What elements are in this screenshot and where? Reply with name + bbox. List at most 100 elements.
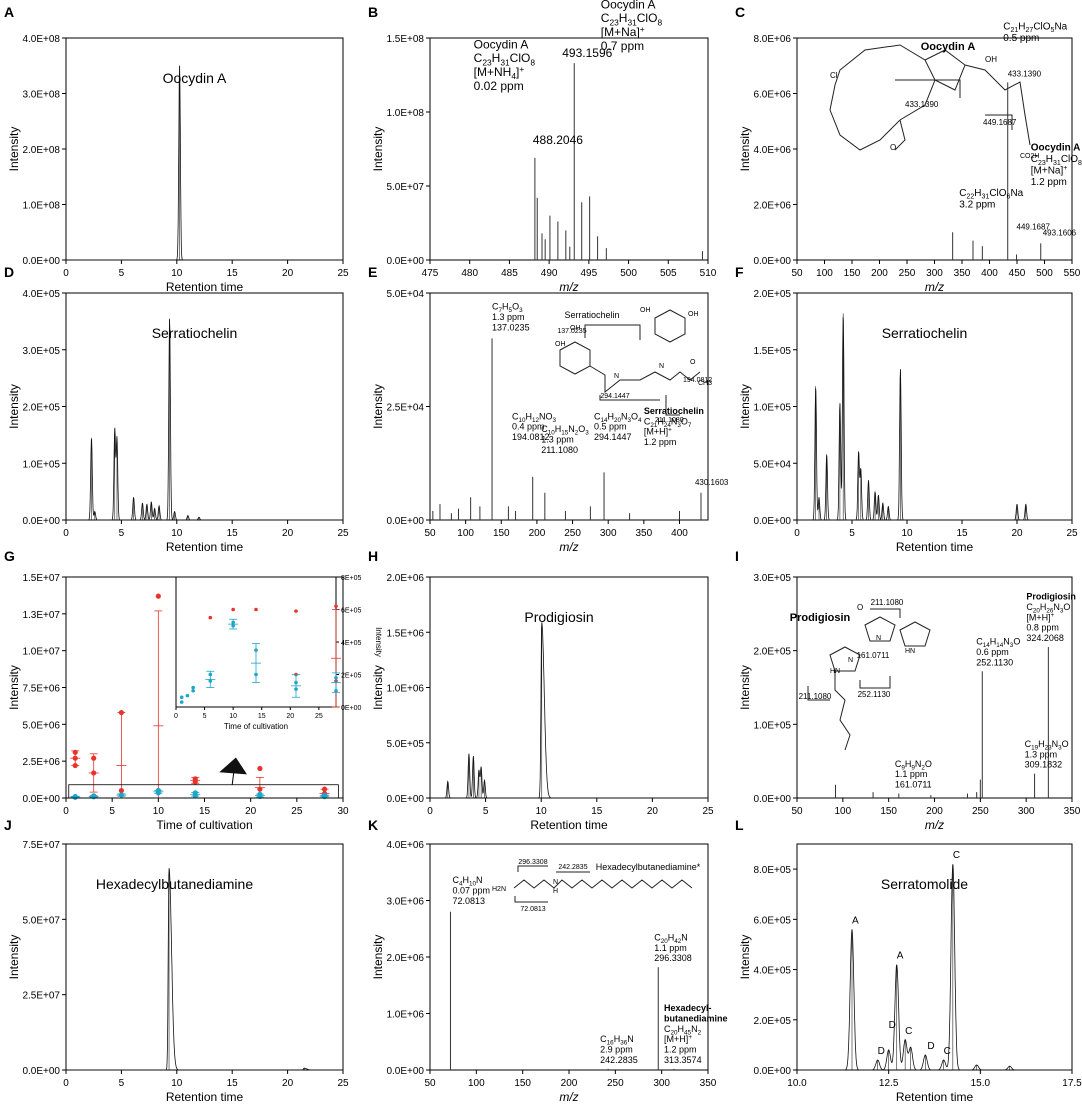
x-tick-label: 200 (529, 528, 546, 539)
y-tick-label: 2.0E+05 (753, 289, 791, 300)
annotation-label: C20H45N2 (664, 1024, 702, 1037)
annotation-label: C10H15N2O3 (541, 424, 589, 437)
x-tick-label: 100 (468, 1078, 485, 1089)
y-tick-label: 0.0E+00 (22, 1066, 60, 1077)
x-tick-label: 100 (834, 806, 851, 817)
inset-y-axis-label: Intensity (374, 627, 383, 657)
annotation-label: C (944, 1046, 951, 1057)
annotation-label: 2.9 ppm (600, 1045, 633, 1055)
atom-label: N (876, 635, 881, 642)
annotation-label: C20H26N3O (1026, 602, 1070, 615)
x-tick-label: 15.0 (971, 1078, 991, 1089)
data-point (155, 593, 161, 599)
x-tick-label: 10 (171, 268, 183, 279)
annotation-label: [M+NH4]+ (474, 64, 525, 81)
annotation-label: [M+H]+ (664, 1034, 692, 1044)
data-point (334, 604, 338, 609)
inset-x-tick-label: 25 (315, 713, 323, 720)
prodigiosin-structure: Prodigiosin 211.1080 161.0711 211.1080 252.1… (790, 598, 931, 751)
annotation-label: C (953, 850, 960, 861)
x-axis-label: Time of cultivation (156, 818, 252, 832)
x-tick-label: 15 (227, 528, 239, 539)
inset-x-axis-label: Time of cultivation (224, 722, 288, 731)
annotation-label: [M+Na]+ (1031, 165, 1068, 177)
catechol-ring-2 (654, 309, 686, 343)
panel-letter: D (4, 264, 14, 280)
x-tick-label: 300 (1018, 806, 1035, 817)
data-point (257, 786, 263, 792)
data-point (72, 794, 78, 800)
annotation-label: 0.07 ppm (452, 885, 490, 895)
x-tick-label: 500 (1036, 268, 1053, 279)
x-tick-label: 490 (541, 268, 558, 279)
x-tick-label: 200 (926, 806, 943, 817)
chart-title: Hexadecylbutanediamine (96, 876, 253, 892)
x-tick-label: 350 (636, 528, 653, 539)
annotation-label: 294.1447 (594, 432, 632, 442)
chart-title: Serratiochelin (152, 325, 238, 341)
y-axis-label: Intensity (371, 935, 385, 980)
annotation-label: Oocydin A (474, 37, 529, 51)
inset: 0 5 10 15 20 25 0E+00 2E+05 4E+05 6E+05 8E+05 Time … (174, 575, 383, 731)
inset-y-tick-label: 8E+05 (341, 575, 362, 582)
y-tick-label: 2.0E+05 (22, 403, 60, 414)
x-tick-label: 10 (171, 528, 183, 539)
pyrrole-ring-3 (829, 646, 861, 672)
x-tick-label: 300 (653, 1078, 670, 1089)
panel-j: J 0 5 10 15 20 25 0.0E+00 2.5E+07 5.0E+07 7.5E+07 R… (4, 817, 349, 1104)
y-axis-label: Intensity (7, 127, 21, 172)
panel-letter: K (368, 817, 378, 833)
x-tick-label: 5 (119, 528, 125, 539)
x-tick-label: 50 (791, 268, 803, 279)
y-tick-label: 1.5E+05 (753, 346, 791, 357)
y-tick-label: 1.0E+05 (753, 720, 791, 731)
side-chain (964, 64, 1031, 146)
atom-label: N (659, 363, 664, 370)
annotation-label: C21H27ClO5Na (1003, 21, 1067, 34)
x-tick-label: 25 (337, 268, 349, 279)
atom-label: HN (830, 668, 840, 675)
annotation-label: 252.1130 (976, 657, 1013, 667)
annotation-label: Oocydin A (1031, 143, 1081, 154)
y-tick-label: 2.5E+07 (22, 991, 60, 1002)
y-axis-label: Intensity (738, 935, 752, 980)
data-point (72, 749, 78, 755)
x-tick-label: 20 (282, 528, 294, 539)
panel-letter: J (4, 817, 12, 833)
x-tick-label: 5 (483, 806, 489, 817)
data-point (192, 793, 198, 799)
x-tick-label: 350 (954, 268, 971, 279)
fragment-bracket (584, 324, 641, 340)
y-tick-label: 1.0E+05 (22, 459, 60, 470)
x-tick-label: 20 (647, 806, 659, 817)
x-tick-label: 150 (844, 268, 861, 279)
annotation-label: 1.3 ppm (492, 312, 525, 322)
annotation-label: 72.0813 (452, 896, 485, 906)
x-tick-label: 250 (899, 268, 916, 279)
fragment-label: 137.0235 (557, 328, 586, 335)
panel-e: E 50 100 150 200 250 300 350 400 0.0E+00 2.5E+04 5.… (368, 264, 729, 554)
x-tick-label: 505 (660, 268, 677, 279)
annotation-label: 0.02 ppm (474, 79, 524, 93)
annotation-label: C9H9N2O (895, 759, 932, 772)
trace-line (66, 319, 343, 521)
x-axis-label: Retention time (166, 280, 244, 294)
linker-chain (589, 365, 701, 394)
macrocycle-ring (829, 44, 936, 151)
fragment-bracket (599, 395, 660, 401)
annotation-label: 3.2 ppm (959, 199, 995, 210)
x-axis-label: Retention time (896, 1090, 974, 1102)
annotation-label: C7H5O3 (492, 302, 523, 315)
x-tick-label: 50 (424, 528, 436, 539)
x-tick-label: 0 (794, 528, 800, 539)
x-axis-label: Retention time (166, 540, 244, 554)
inset-x-tick-label: 10 (229, 713, 237, 720)
atom-label: N (848, 657, 853, 664)
x-tick-label: 480 (461, 268, 478, 279)
panel-a: A 0 5 10 15 20 25 0.0E+00 1.0E+08 2.0E+08 3.0E+08 4… (4, 4, 349, 294)
x-tick-label: 10.0 (787, 1078, 807, 1089)
inset-y-tick-label: 6E+05 (341, 608, 362, 615)
x-tick-label: 485 (501, 268, 518, 279)
annotation-label: [M+H]+ (644, 427, 672, 437)
x-tick-label: 0 (63, 806, 69, 817)
